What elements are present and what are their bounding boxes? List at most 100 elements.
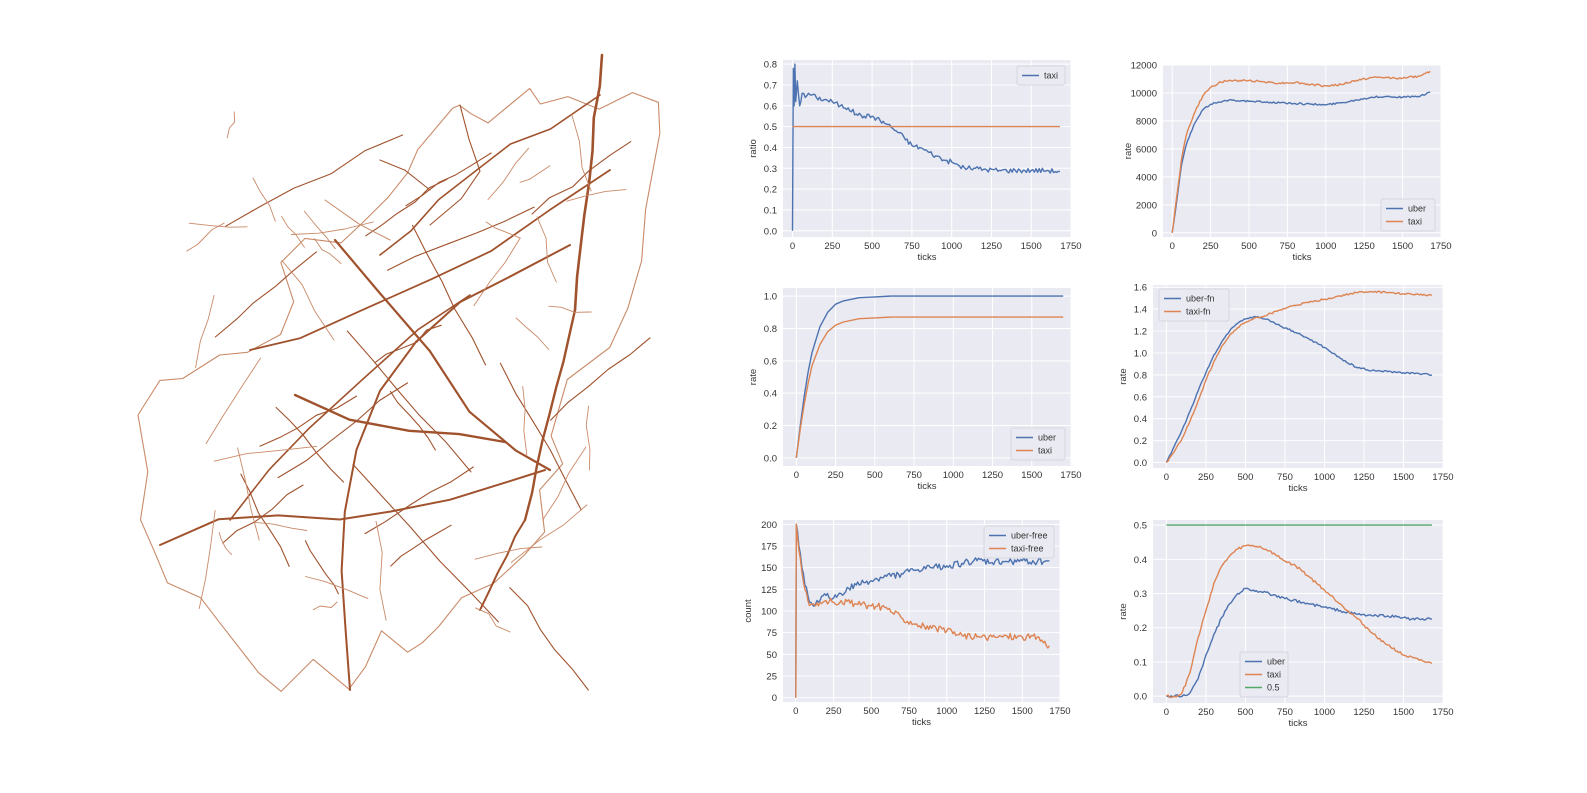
x-tick-label: 1750 [1432, 472, 1453, 483]
legend-label: uber [1038, 433, 1056, 443]
legend: uber-free taxi-free [983, 525, 1055, 559]
road-segment [473, 238, 521, 307]
x-tick-label: 0 [1170, 241, 1175, 252]
y-tick-label: 0.2 [764, 421, 777, 432]
y-tick-label: 4000 [1136, 172, 1157, 183]
y-tick-label: 12000 [1131, 61, 1157, 72]
plot-area [783, 60, 1071, 237]
legend-label: uber [1408, 204, 1426, 214]
series-line-uber [1171, 91, 1431, 233]
y-tick-label: 100 [761, 607, 777, 618]
road-segment [275, 406, 345, 483]
x-tick-label: 1500 [1393, 707, 1414, 718]
road-segment [390, 524, 452, 567]
legend-box [1010, 427, 1066, 461]
x-tick-label: 1750 [1432, 707, 1453, 718]
y-tick-label: 0.0 [1134, 458, 1147, 469]
road-segment [229, 294, 471, 521]
x-tick-label: 1500 [1021, 470, 1042, 481]
series-line-taxi-fn [1165, 290, 1432, 464]
road-segment [249, 169, 611, 351]
x-tick-label: 1750 [1049, 706, 1070, 717]
y-axis-label: count [743, 599, 754, 623]
chart-uber-taxi-rate-threshold: 0 250 500 750 1000 1250 1500 1750 0.0 0.1 0.2 0.3 0.… [1118, 520, 1454, 729]
series-line-uber-free [795, 523, 1050, 698]
road-segment [429, 104, 481, 226]
x-tick-label: 0 [1164, 707, 1169, 718]
y-tick-label: 1.4 [1134, 305, 1147, 316]
road-segment [225, 134, 404, 227]
road-segment [205, 357, 261, 445]
x-tick-label: 1250 [981, 241, 1002, 252]
x-tick-label: 1250 [1353, 707, 1374, 718]
y-tick-label: 0.8 [1134, 370, 1147, 381]
x-axis-label: ticks [912, 717, 931, 728]
road-segment [304, 576, 369, 600]
grid [1153, 285, 1444, 468]
x-tick-label: 1000 [943, 470, 964, 481]
x-tick-label: 500 [867, 470, 883, 481]
legend-label: 0.5 [1267, 683, 1280, 693]
y-tick-label: 8000 [1136, 116, 1157, 127]
x-tick-label: 250 [1203, 241, 1219, 252]
y-tick-label: 10000 [1131, 88, 1157, 99]
road-segment [474, 607, 511, 633]
y-tick-label: 0.8 [764, 60, 777, 71]
x-tick-label: 0 [1164, 472, 1169, 483]
y-tick-label: 25 [766, 672, 777, 683]
series-line-taxi [1165, 544, 1433, 699]
x-tick-label: 1250 [974, 706, 995, 717]
road-segment [213, 445, 318, 462]
road-segment [379, 94, 601, 256]
plot-area [1153, 520, 1443, 703]
y-tick-label: 0.2 [764, 185, 777, 196]
legend-label: taxi [1267, 670, 1281, 680]
road-segment [222, 484, 304, 544]
y-tick-label: 175 [761, 542, 777, 553]
series-lines [1165, 524, 1433, 699]
series-lines [1171, 70, 1431, 233]
y-tick-label: 0.6 [1134, 392, 1147, 403]
x-tick-label: 750 [1277, 472, 1293, 483]
road-segment [374, 324, 442, 364]
x-tick-label: 1250 [982, 470, 1003, 481]
y-axis-label: rate [1118, 603, 1129, 619]
road-segment [188, 222, 248, 228]
x-tick-label: 1750 [1060, 241, 1081, 252]
road-segment [542, 446, 587, 521]
y-tick-label: 50 [766, 650, 777, 661]
x-tick-label: 250 [824, 241, 840, 252]
y-tick-label: 0.3 [1134, 589, 1147, 600]
road-segment [479, 519, 526, 611]
chart-taxi-ratio: 0 250 500 750 1000 1250 1500 1750 0.0 0.1 0.2 0.3 0.… [748, 60, 1082, 263]
y-tick-label: 0 [772, 693, 777, 704]
road-segment [487, 147, 530, 200]
x-tick-label: 500 [1241, 241, 1257, 252]
x-axis-label: ticks [1289, 718, 1308, 729]
x-axis-label: ticks [918, 252, 937, 263]
road-segment [365, 178, 448, 237]
y-tick-label: 0.6 [764, 101, 777, 112]
series-line-taxi [791, 63, 1060, 231]
road-segment [195, 294, 215, 369]
x-tick-label: 500 [1238, 472, 1254, 483]
legend-label: uber-fn [1186, 294, 1215, 304]
road-segment [389, 390, 436, 451]
x-axis-label: ticks [1293, 252, 1312, 263]
road-segment [375, 520, 387, 621]
map-roads [137, 53, 661, 692]
x-tick-label: 1750 [1060, 470, 1081, 481]
road-segment [252, 177, 276, 222]
road-segment [314, 238, 342, 264]
series-lines [791, 63, 1060, 231]
x-tick-label: 1500 [1392, 241, 1413, 252]
y-tick-label: 0.2 [1134, 436, 1147, 447]
x-tick-label: 1000 [1314, 707, 1335, 718]
x-tick-label: 1000 [1314, 472, 1335, 483]
y-tick-label: 0.6 [764, 356, 777, 367]
chart-free-count: 0 250 500 750 1000 1250 1500 1750 0 25 50 75 100 125 1… [743, 520, 1071, 728]
y-tick-label: 6000 [1136, 144, 1157, 155]
road-segment [226, 111, 236, 139]
y-tick-label: 0.0 [1134, 692, 1147, 703]
road-segment [585, 405, 591, 471]
